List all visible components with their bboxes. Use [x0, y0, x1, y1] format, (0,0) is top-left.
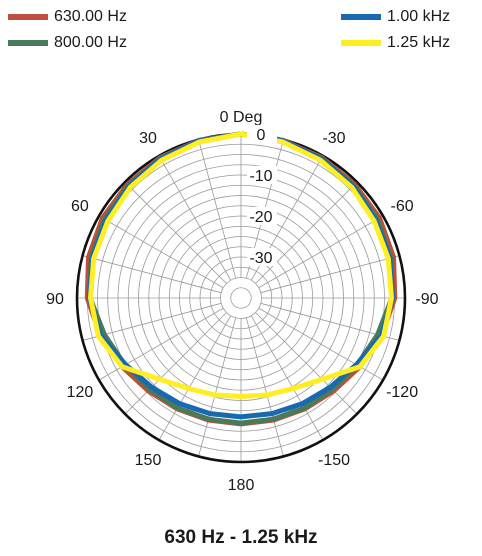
- legend-item-1-25khz: 1.25 kHz: [341, 34, 450, 52]
- grid-spoke: [198, 139, 237, 279]
- legend-label-800hz: 800.00 Hz: [54, 34, 127, 51]
- grid-spoke: [158, 155, 232, 281]
- grid-spoke: [258, 215, 384, 289]
- grid-spoke: [98, 307, 224, 381]
- legend-label-630hz: 630.00 Hz: [54, 8, 127, 25]
- legend-swatch-630hz: [8, 14, 48, 20]
- angle-label--150: -150: [318, 452, 350, 469]
- legend-swatch-1-25khz: [341, 40, 381, 46]
- legend-label-1-25khz: 1.25 kHz: [387, 34, 451, 51]
- angle-label--120: -120: [386, 384, 418, 401]
- grid-spoke: [258, 307, 384, 381]
- angle-label--60: -60: [391, 198, 414, 215]
- angle-label-150: 150: [135, 452, 162, 469]
- label-layer: 0 Deg 30 -30 60 -60 90 -90 120 -120 150 -150 180 0 -1…: [46, 109, 439, 494]
- grid-circle: [220, 277, 262, 319]
- grid-spoke: [250, 315, 324, 441]
- chart-title: 630 Hz - 1.25 kHz: [164, 527, 318, 548]
- grid-spoke: [82, 255, 222, 294]
- legend-item-1khz: 1.00 kHz: [341, 8, 450, 26]
- legend-label-1khz: 1.00 kHz: [387, 8, 451, 25]
- radial-tick-label--30: -30: [249, 250, 272, 267]
- grid-spoke: [260, 255, 400, 294]
- radial-label-bg: [247, 166, 277, 184]
- grid-spoke: [124, 181, 227, 284]
- grid-spoke: [245, 317, 284, 457]
- grid-spoke: [255, 312, 358, 415]
- radial-label-bg: [247, 207, 277, 225]
- angle-label-120: 120: [67, 384, 94, 401]
- angle-label-180: 180: [228, 477, 255, 494]
- radial-label-bg: [247, 248, 277, 266]
- series-line-3: [88, 131, 394, 399]
- radial-tick-label--20: -20: [249, 209, 272, 226]
- grid-spoke: [158, 315, 232, 441]
- grid-spoke: [124, 312, 227, 415]
- angle-label-90: 90: [46, 291, 64, 308]
- legend-item-630hz: 630.00 Hz: [8, 8, 127, 26]
- radial-label-bg: [247, 125, 277, 143]
- legend-swatch-1khz: [341, 14, 381, 20]
- series-layer: [84, 131, 398, 427]
- grid-circle: [230, 287, 252, 309]
- radial-tick-label--10: -10: [249, 168, 272, 185]
- angle-label--90: -90: [415, 291, 438, 308]
- legend-item-800hz: 800.00 Hz: [8, 34, 127, 52]
- grid-spoke: [198, 317, 237, 457]
- grid-spoke: [255, 181, 358, 284]
- grid-spoke: [98, 215, 224, 289]
- angle-label--30: -30: [322, 130, 345, 147]
- radial-tick-label-0: 0: [257, 127, 266, 144]
- angle-label-60: 60: [71, 198, 89, 215]
- legend-swatch-800hz: [8, 40, 48, 46]
- angle-label-30: 30: [139, 130, 157, 147]
- angle-label-0: 0 Deg: [220, 109, 263, 126]
